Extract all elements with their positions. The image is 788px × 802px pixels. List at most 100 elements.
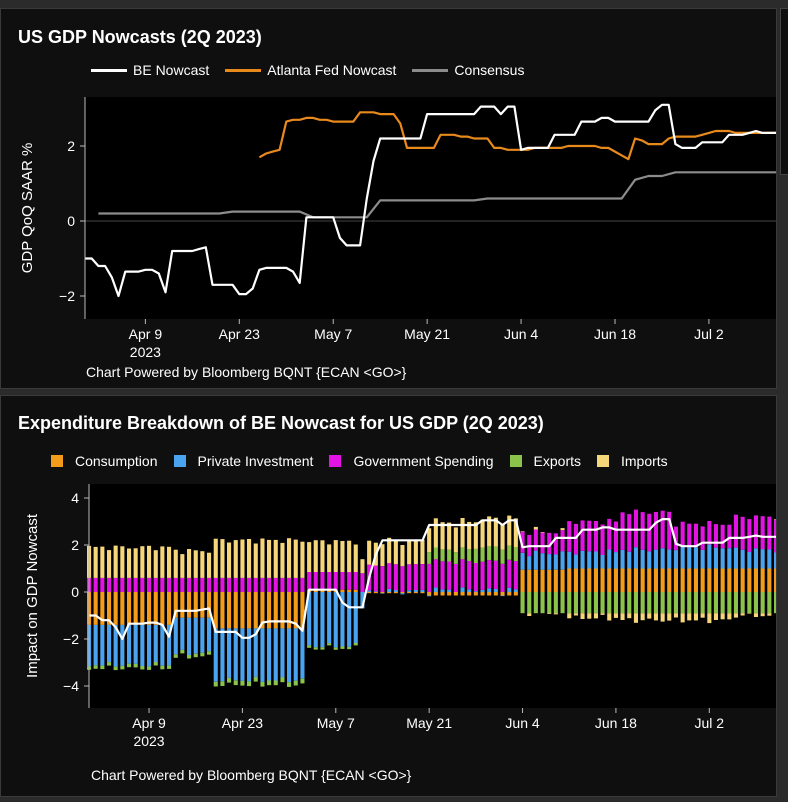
bar-segment-private-investment (247, 628, 252, 682)
bar-segment-private-investment (100, 624, 105, 666)
bar-segment-private-investment (213, 628, 218, 682)
bar-segment-exports (307, 645, 312, 648)
bar-segment-consumption (573, 568, 578, 592)
bar-segment-private-investment (747, 552, 752, 569)
bar-segment-consumption (260, 592, 265, 629)
bar-segment-private-investment (580, 551, 585, 569)
legend-swatch-private-investment (173, 455, 186, 467)
bar-segment-imports (567, 613, 572, 619)
bar-segment-imports (113, 545, 118, 578)
bar-segment-government-spending (653, 512, 658, 550)
bar-segment-consumption (427, 592, 432, 596)
bar-segment-government-spending (513, 561, 518, 590)
bar-segment-private-investment (760, 549, 765, 569)
bar-segment-government-spending (147, 577, 152, 592)
bar-segment-consumption (140, 592, 145, 625)
bar-segment-exports (293, 680, 298, 686)
bar-segment-consumption (620, 568, 625, 592)
bar-segment-government-spending (480, 561, 485, 590)
bar-segment-imports (207, 552, 212, 578)
bar-segment-imports (280, 542, 285, 578)
bar-segment-exports (673, 592, 678, 614)
bar-segment-imports (680, 613, 685, 623)
legend-item-consensus: Consensus (412, 62, 524, 78)
bar-segment-consumption (187, 592, 192, 618)
bar-segment-consumption (774, 568, 776, 592)
bar-segment-private-investment (527, 556, 532, 570)
bar-segment-consumption (633, 568, 638, 592)
bar-segment-exports (493, 546, 498, 561)
bar-segment-exports (260, 681, 265, 687)
bar-segment-private-investment (493, 588, 498, 592)
bar-segment-consumption (720, 568, 725, 592)
bar-segment-exports (240, 680, 245, 686)
bar-segment-exports (527, 592, 532, 614)
bar-segment-imports (100, 546, 105, 578)
bar-segment-government-spending (493, 560, 498, 589)
bar-segment-government-spending (240, 577, 245, 592)
bar-segment-consumption (293, 592, 298, 629)
bar-segment-government-spending (113, 577, 118, 592)
bar-segment-government-spending (400, 566, 405, 592)
bar-segment-government-spending (607, 518, 612, 550)
legend-label-exports: Exports (533, 453, 581, 469)
bar-segment-exports (460, 547, 465, 560)
bar-segment-private-investment (567, 551, 572, 569)
bar-segment-government-spending (473, 563, 478, 592)
bar-segment-private-investment (653, 549, 658, 569)
bar-segment-government-spending (333, 572, 338, 590)
bar-segment-imports (320, 540, 325, 572)
bar-segment-imports (580, 613, 585, 619)
bar-segment-imports (687, 613, 692, 621)
nowcast-x-tick-label: Apr 9 2023 (129, 326, 163, 360)
bar-segment-consumption (353, 589, 358, 592)
bar-segment-private-investment (147, 624, 152, 667)
bar-segment-imports (500, 524, 505, 550)
bar-segment-imports (587, 613, 592, 619)
bar-segment-exports (740, 592, 745, 614)
line-chart-nowcasts: −2 0 2 Apr 9 2023 Apr 23 May 7 May 21 Jun 4 Jun 1… (19, 97, 776, 360)
bar-segment-imports (133, 548, 138, 578)
bar-segment-imports (667, 613, 672, 621)
bar-segment-exports (547, 592, 552, 614)
legend-item-consumption: Consumption (51, 453, 158, 469)
bar-segment-private-investment (193, 617, 198, 654)
bar-segment-imports (293, 539, 298, 578)
bar-segment-imports (440, 522, 445, 550)
bar-segment-exports (100, 665, 105, 670)
bar-segment-exports (93, 665, 98, 669)
bar-segment-government-spending (93, 577, 98, 592)
bar-segment-private-investment (774, 552, 776, 569)
bar-segment-government-spending (680, 521, 685, 546)
bar-segment-imports (193, 550, 198, 578)
bar-segment-exports (327, 643, 332, 646)
bar-segment-imports (220, 539, 225, 578)
bar-segment-exports (553, 592, 558, 614)
bar-segment-consumption (300, 592, 305, 629)
bar-segment-exports (467, 549, 472, 562)
bar-segment-consumption (267, 592, 272, 629)
bar-segment-imports (387, 537, 392, 564)
bar-segment-exports (613, 592, 618, 614)
bar-segment-exports (140, 666, 145, 670)
bar-segment-consumption (180, 592, 185, 618)
legend-item-government-spending: Government Spending (329, 453, 494, 469)
bar-segment-exports (713, 592, 718, 614)
bar-segment-exports (213, 681, 218, 687)
bar-segment-exports (693, 592, 698, 614)
bar-segment-consumption (627, 568, 632, 592)
breakdown-y-tick-label: −4 (63, 678, 79, 694)
bar-segment-imports (467, 521, 472, 550)
nowcast-y-tick-label: 2 (67, 138, 75, 154)
bar-segment-government-spending (533, 529, 538, 551)
bar-segment-imports (553, 613, 558, 615)
bar-segment-imports (447, 522, 452, 550)
bar-segment-exports (513, 547, 518, 562)
bar-segment-imports (720, 613, 725, 620)
bar-segment-imports (380, 544, 385, 567)
bar-segment-imports (520, 531, 525, 532)
bar-segment-private-investment (333, 592, 338, 648)
bar-segment-government-spending (760, 516, 765, 550)
bar-segment-private-investment (207, 617, 212, 652)
bar-segment-consumption (647, 568, 652, 592)
